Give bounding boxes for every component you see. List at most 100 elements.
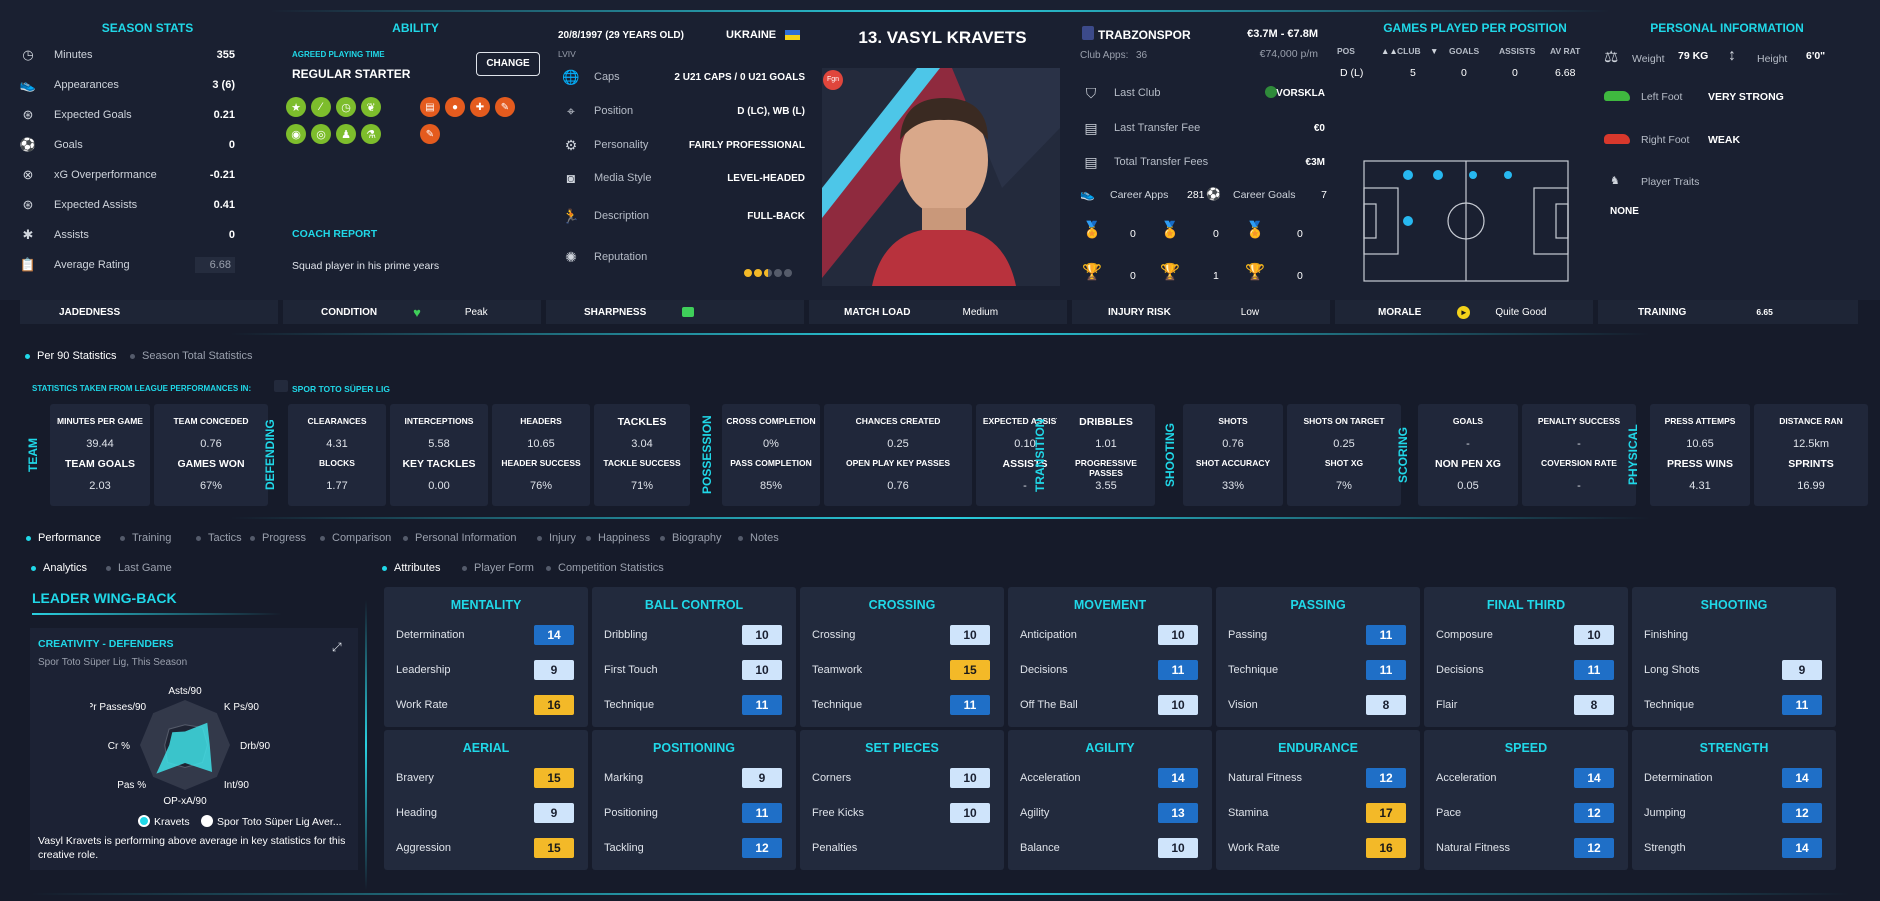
- attr-row[interactable]: Dribbling 10: [604, 624, 782, 646]
- tab-competition-stats[interactable]: Competition Statistics: [546, 562, 664, 574]
- boot-icon: 👟: [19, 77, 37, 92]
- attr-name: Long Shots: [1644, 664, 1700, 676]
- attr-value: 10: [1158, 625, 1198, 645]
- main-tab-notes[interactable]: Notes: [738, 532, 779, 544]
- main-tab-biography[interactable]: Biography: [660, 532, 722, 544]
- stat-label: SHOTS: [1218, 416, 1248, 426]
- attr-value: 11: [742, 695, 782, 715]
- attr-row[interactable]: Long Shots 9: [1644, 659, 1822, 681]
- attr-row[interactable]: Tackling 12: [604, 837, 782, 859]
- attr-row[interactable]: Agility 13: [1020, 802, 1198, 824]
- attr-row[interactable]: Corners 10: [812, 767, 990, 789]
- gp-header-club[interactable]: CLUB: [1397, 46, 1421, 56]
- tab-last-game[interactable]: Last Game: [106, 562, 172, 574]
- tab-analytics-label: Analytics: [43, 562, 88, 574]
- match-load-value: Medium: [962, 306, 999, 318]
- main-tab-injury[interactable]: Injury: [537, 532, 576, 544]
- club-value: €0: [1313, 122, 1325, 134]
- attr-row[interactable]: Bravery 15: [396, 767, 574, 789]
- morale-icon: ►: [1457, 305, 1471, 319]
- attr-row[interactable]: Positioning 11: [604, 802, 782, 824]
- attr-row[interactable]: Acceleration 14: [1436, 767, 1614, 789]
- attr-row[interactable]: Technique 11: [604, 694, 782, 716]
- main-tab-happiness[interactable]: Happiness: [586, 532, 650, 544]
- attr-row[interactable]: Pace 12: [1436, 802, 1614, 824]
- stat-value: 10.65: [1686, 438, 1714, 450]
- main-tab-performance[interactable]: Performance: [26, 532, 101, 544]
- attr-row[interactable]: Natural Fitness 12: [1228, 767, 1406, 789]
- attr-row[interactable]: Stamina 17: [1228, 802, 1406, 824]
- stat-value: 0.25: [1333, 438, 1355, 450]
- attr-row[interactable]: Technique 11: [812, 694, 990, 716]
- attr-row[interactable]: Finishing: [1644, 624, 1822, 646]
- jadedness-label: JADEDNESS: [59, 306, 121, 318]
- season-stats-title: SEASON STATS: [101, 21, 194, 35]
- main-tab-comparison[interactable]: Comparison: [320, 532, 391, 544]
- attr-row[interactable]: Marking 9: [604, 767, 782, 789]
- change-button[interactable]: CHANGE: [476, 52, 540, 76]
- attr-row[interactable]: Anticipation 10: [1020, 624, 1198, 646]
- attr-row[interactable]: Balance 10: [1020, 837, 1198, 859]
- season-stat-value: 0: [228, 139, 235, 151]
- attr-row[interactable]: Acceleration 14: [1020, 767, 1198, 789]
- stat-value: 0.76: [200, 438, 222, 450]
- stat-label: PRESS ATTEMPS: [1664, 416, 1736, 426]
- attr-name: Flair: [1436, 699, 1458, 711]
- stat-label: TACKLES: [617, 416, 667, 428]
- attr-row[interactable]: Passing 11: [1228, 624, 1406, 646]
- tab-analytics[interactable]: Analytics: [31, 562, 87, 574]
- chart-title: CREATIVITY - DEFENDERS: [38, 638, 174, 650]
- dropdown-icon[interactable]: ▼: [1430, 46, 1439, 56]
- career-goals-label: Career Goals: [1233, 189, 1296, 201]
- league-name[interactable]: SPOR TOTO SÜPER LIG: [292, 384, 390, 394]
- attr-value: 12: [1574, 838, 1614, 858]
- club-name[interactable]: TRABZONSPOR: [1098, 28, 1191, 42]
- attr-row[interactable]: Jumping 12: [1644, 802, 1822, 824]
- main-tab-training[interactable]: Training: [120, 532, 171, 544]
- expand-icon[interactable]: ⤢: [332, 640, 342, 654]
- main-tab-personal-information[interactable]: Personal Information: [403, 532, 517, 544]
- attr-row[interactable]: Penalties: [812, 837, 990, 859]
- radar-axis-label: Cr %: [108, 741, 130, 752]
- stat-label: DISTANCE RAN: [1779, 416, 1843, 426]
- attr-row[interactable]: Off The Ball 10: [1020, 694, 1198, 716]
- attr-row[interactable]: Free Kicks 10: [812, 802, 990, 824]
- club-value[interactable]: VORSKLA: [1276, 87, 1325, 99]
- attr-row[interactable]: Work Rate 16: [396, 694, 574, 716]
- attr-row[interactable]: Composure 10: [1436, 624, 1614, 646]
- attr-row[interactable]: Strength 14: [1644, 837, 1822, 859]
- main-tab-progress[interactable]: Progress: [250, 532, 306, 544]
- attr-row[interactable]: Decisions 11: [1020, 659, 1198, 681]
- tab-season-total[interactable]: Season Total Statistics: [130, 350, 252, 362]
- attr-row[interactable]: Aggression 15: [396, 837, 574, 859]
- running-icon: 🏃: [562, 207, 580, 224]
- attr-row[interactable]: Flair 8: [1436, 694, 1614, 716]
- gold-medal-icon: 🏅: [1082, 222, 1102, 239]
- tab-player-form[interactable]: Player Form: [462, 562, 534, 574]
- attr-row[interactable]: Teamwork 15: [812, 659, 990, 681]
- sort-icon[interactable]: ▲▲: [1381, 46, 1398, 56]
- stat-value: 0%: [763, 438, 779, 450]
- attr-row[interactable]: Leadership 9: [396, 659, 574, 681]
- attr-value: 10: [742, 660, 782, 680]
- sharpness-bar: SHARPNESS: [546, 300, 804, 324]
- attr-row[interactable]: First Touch 10: [604, 659, 782, 681]
- attr-row[interactable]: Determination 14: [1644, 767, 1822, 789]
- attr-row[interactable]: Decisions 11: [1436, 659, 1614, 681]
- tab-per90[interactable]: Per 90 Statistics: [25, 350, 116, 362]
- birthplace: LVIV: [558, 49, 576, 59]
- stat-label: MINUTES PER GAME: [57, 416, 143, 426]
- attr-row[interactable]: Determination 14: [396, 624, 574, 646]
- gp-assists: 0: [1512, 67, 1518, 79]
- main-tab-tactics[interactable]: Tactics: [196, 532, 242, 544]
- attr-row[interactable]: Technique 11: [1228, 659, 1406, 681]
- attr-row[interactable]: Work Rate 16: [1228, 837, 1406, 859]
- attr-row[interactable]: Crossing 10: [812, 624, 990, 646]
- attr-row[interactable]: Heading 9: [396, 802, 574, 824]
- tab-attributes-label: Attributes: [394, 562, 441, 574]
- attr-row[interactable]: Technique 11: [1644, 694, 1822, 716]
- silver-trophy-icon: 🏆: [1160, 264, 1180, 281]
- attr-row[interactable]: Natural Fitness 12: [1436, 837, 1614, 859]
- tab-attributes[interactable]: Attributes: [382, 562, 440, 574]
- attr-row[interactable]: Vision 8: [1228, 694, 1406, 716]
